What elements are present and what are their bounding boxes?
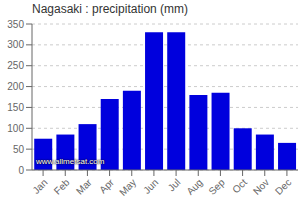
html-text:Nagasaki : precipitation (mm): Nagasaki : precipitation (mm): [32, 2, 189, 16]
svg-text:Oct: Oct: [230, 177, 249, 196]
svg-text:Mar: Mar: [74, 176, 94, 196]
svg-text:300: 300: [8, 39, 24, 50]
svg-text:250: 250: [8, 60, 24, 71]
svg-text:200: 200: [8, 81, 24, 92]
svg-text:Jan: Jan: [30, 177, 49, 196]
svg-text:Jul: Jul: [166, 177, 183, 194]
svg-text:50: 50: [13, 144, 25, 155]
svg-text:Sep: Sep: [206, 176, 227, 197]
svg-text:150: 150: [8, 102, 24, 113]
svg-text:May: May: [117, 177, 138, 198]
svg-text:Nov: Nov: [251, 177, 271, 197]
html-text:www.allmetsat.com: www.allmetsat.com: [36, 157, 105, 166]
svg-text:100: 100: [8, 123, 24, 134]
svg-text:Dec: Dec: [273, 177, 293, 197]
svg-text:Feb: Feb: [52, 176, 72, 196]
svg-text:Apr: Apr: [97, 176, 116, 195]
svg-text:0: 0: [18, 165, 24, 176]
svg-text:350: 350: [8, 19, 24, 30]
svg-text:Aug: Aug: [184, 177, 204, 197]
svg-text:Jun: Jun: [141, 177, 160, 196]
